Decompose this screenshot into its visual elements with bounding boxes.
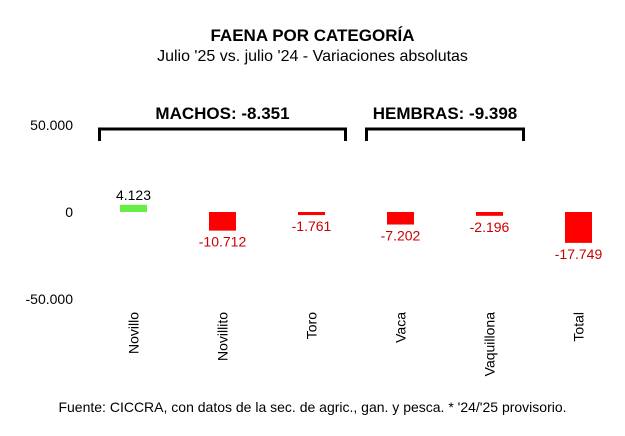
data-label: 4.123 [116,187,151,203]
data-label: -10.712 [199,234,247,250]
category-label: Toro [304,312,320,339]
bar-novillito [209,212,236,231]
group-bracket [98,127,347,141]
group-label: HEMBRAS: -9.398 [373,104,518,123]
bar-vaca [387,212,414,225]
data-label: -17.749 [555,246,603,262]
data-label: -1.761 [292,218,332,234]
bar-vaquillona [476,212,503,216]
category-label: Novillito [215,312,231,361]
data-label: -7.202 [381,228,421,244]
group-label: MACHOS: -8.351 [155,104,289,123]
y-tick-label: 50.000 [30,117,73,133]
y-tick-label: -50.000 [26,291,74,307]
bar-novillo [120,204,147,212]
category-label: Total [571,312,587,342]
chart-subtitle: Julio '25 vs. julio '24 - Variaciones ab… [157,48,468,65]
bar-toro [298,212,325,216]
group-bracket [365,127,525,141]
bar-total [565,212,592,243]
chart-title: FAENA POR CATEGORÍA [210,26,415,45]
data-label: -2.196 [470,219,510,235]
category-label: Vaca [393,312,409,343]
category-label: Novillo [126,312,142,354]
y-tick-label: 0 [65,204,73,220]
source-note: Fuente: CICCRA, con datos de la sec. de … [58,399,567,415]
category-label: Vaquillona [482,312,498,377]
